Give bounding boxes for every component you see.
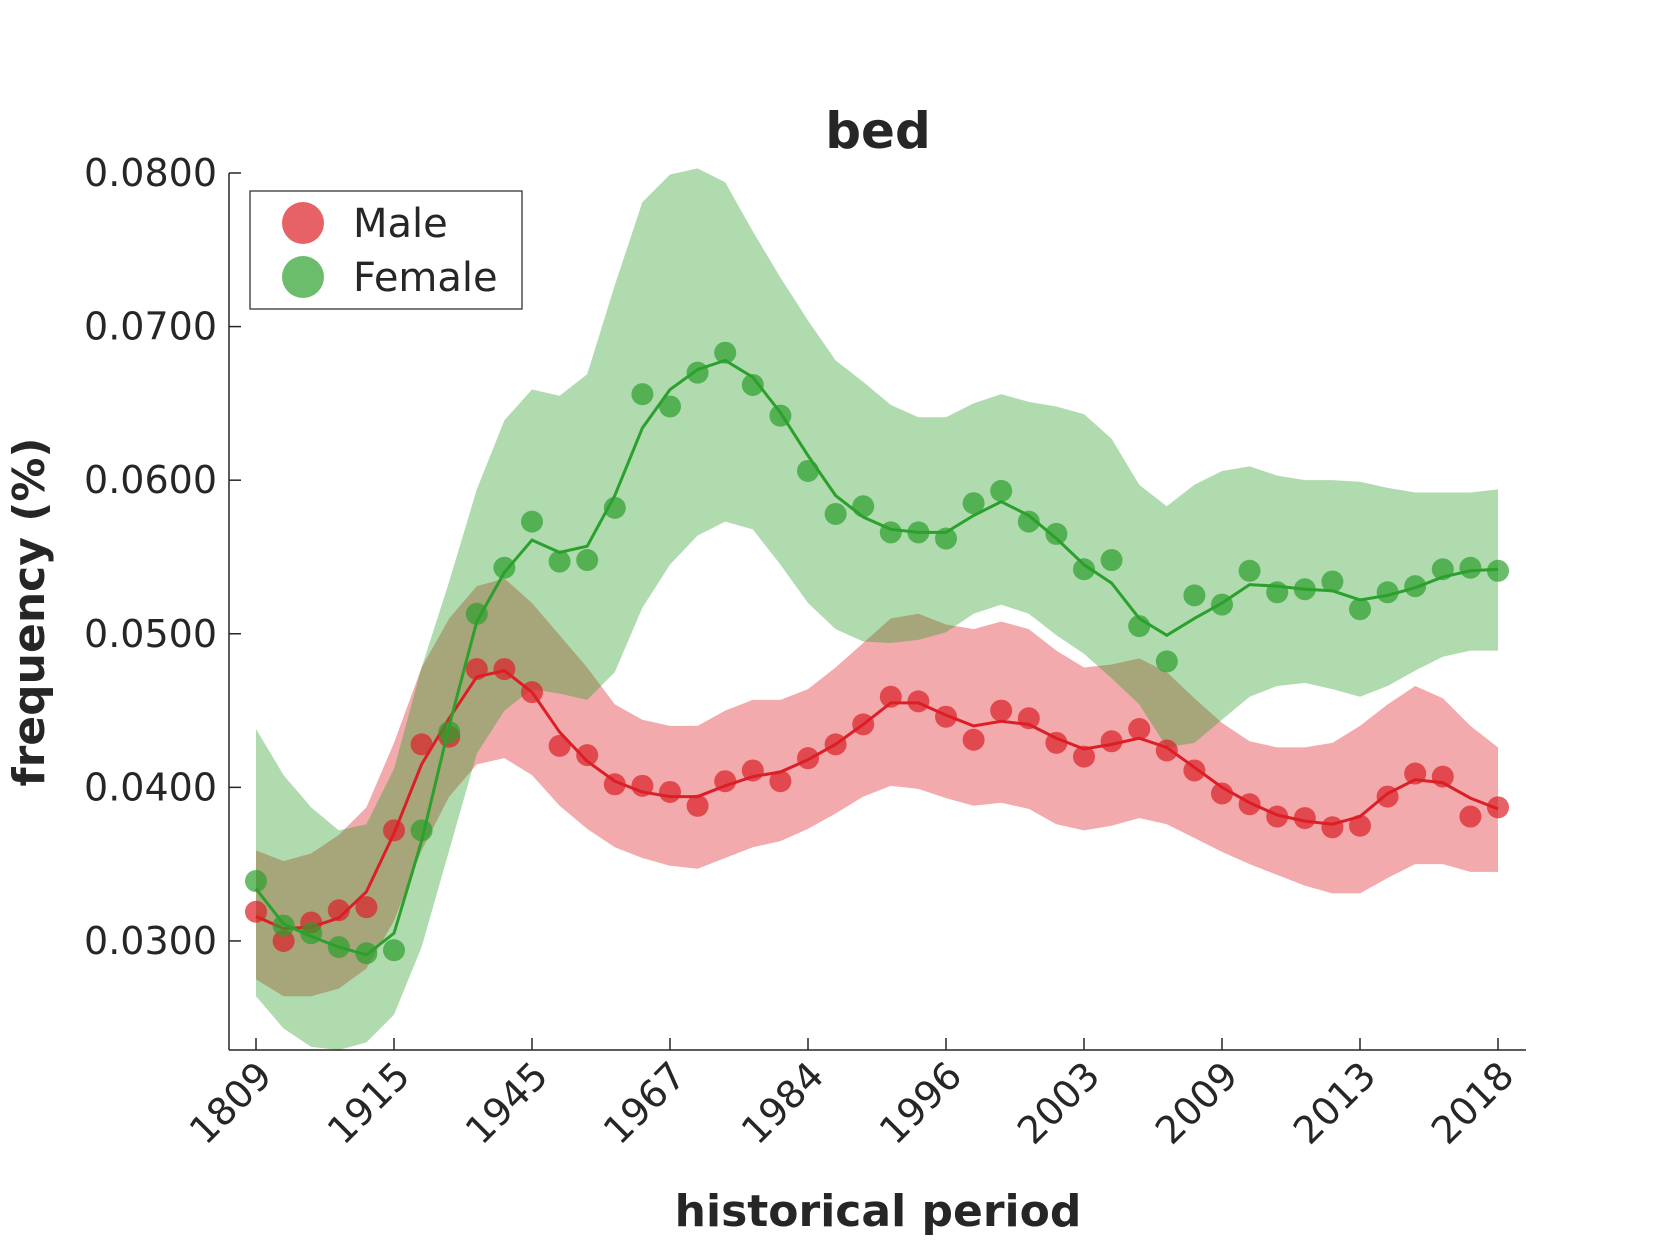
data-point [1073,558,1095,581]
data-point [1459,805,1482,828]
data-point [1487,559,1509,582]
x-tick-label: 1809 [181,1053,281,1153]
data-point [1017,510,1040,533]
data-point [465,602,488,625]
data-point [355,896,378,919]
data-point [576,744,599,767]
y-tick-label: 0.0700 [84,305,217,349]
data-point [659,780,681,803]
data-point [714,341,737,364]
data-point [327,899,350,922]
data-point [1073,745,1095,768]
data-point [797,459,819,482]
data-point [1459,556,1482,579]
x-tick-label: 1915 [319,1053,419,1153]
data-point [410,733,433,756]
x-tick-label: 1945 [457,1053,557,1153]
data-point [1100,549,1123,572]
x-tick-label: 2018 [1423,1053,1523,1153]
data-point [990,479,1013,502]
data-point [852,495,875,518]
data-point [1045,522,1068,545]
data-point [548,550,571,573]
x-tick-label: 1984 [733,1053,833,1153]
data-point [1293,807,1316,830]
data-point [548,734,571,757]
data-point [1321,570,1344,593]
data-point [962,728,985,751]
data-point [410,819,433,842]
data-point [1321,816,1344,839]
data-point [741,373,764,396]
y-tick-label: 0.0400 [84,765,217,809]
x-tick-label: 1996 [871,1053,971,1153]
data-point [245,870,267,893]
data-point [1155,650,1178,673]
x-tick-label: 1967 [595,1053,695,1153]
plot-area [245,168,1509,1051]
data-point [686,794,709,817]
confidence-band [256,168,1498,1051]
data-point [1183,584,1206,607]
data-point [383,939,405,962]
y-tick-label: 0.0500 [84,612,217,656]
chart-title: bed [825,102,931,160]
y-tick-label: 0.0300 [84,919,217,963]
data-point [603,496,626,519]
data-point [1349,598,1371,621]
data-point [521,510,543,533]
data-point [1155,739,1178,762]
data-point [631,383,654,406]
data-point [962,492,985,515]
y-axis-label: frequency (%) [4,437,55,786]
data-point [659,395,681,418]
legend-marker [282,202,324,244]
data-point [1238,559,1261,582]
trend-line [254,358,1499,957]
data-point [576,549,599,572]
data-point [824,502,847,525]
data-point [1211,782,1233,805]
x-tick-label: 2003 [1009,1053,1109,1153]
data-point [272,929,295,952]
x-axis-label: historical period [675,1186,1082,1237]
y-tick-label: 0.0600 [84,458,217,502]
data-point [493,556,516,579]
y-tick-label: 0.0800 [84,151,217,195]
legend-marker [282,256,324,298]
x-tick-label: 2013 [1285,1053,1385,1153]
data-point [1045,731,1068,754]
x-tick-label: 2009 [1147,1053,1247,1153]
data-point [1349,814,1371,837]
data-point [769,770,792,793]
data-point [1128,717,1151,740]
data-point [686,361,709,384]
confidence-band [256,578,1498,997]
data-point [907,690,930,713]
legend-label: Male [353,201,448,247]
data-point [990,699,1013,722]
trend-line [255,669,1499,931]
legend-label: Female [353,255,498,301]
